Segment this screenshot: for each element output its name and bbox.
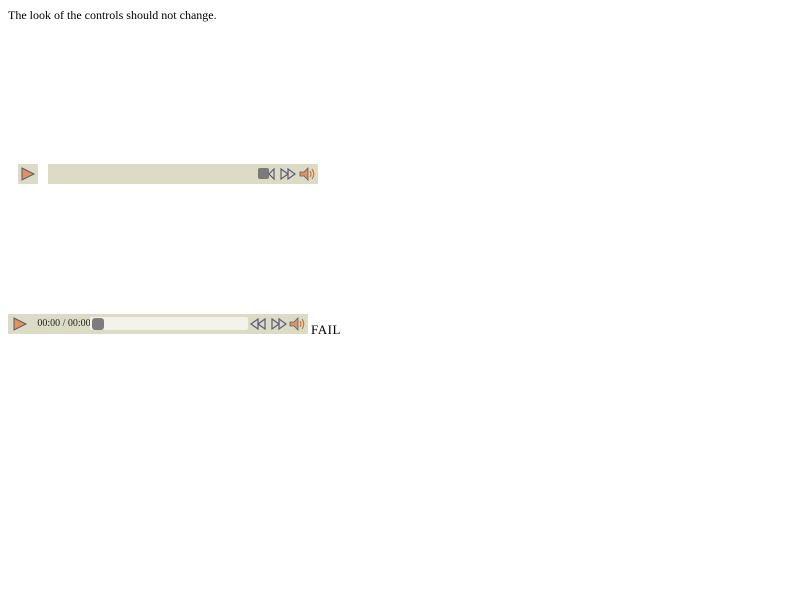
- fast-forward-icon[interactable]: [278, 164, 298, 184]
- play-icon[interactable]: [10, 314, 30, 334]
- detached-play-button[interactable]: [18, 164, 38, 184]
- camera-icon[interactable]: [256, 164, 276, 184]
- time-display: 00:00 / 00:00: [37, 318, 91, 329]
- timeline-thumb[interactable]: [92, 318, 104, 330]
- test-result: FAIL: [311, 322, 341, 337]
- play-icon: [21, 167, 36, 181]
- timeline-track[interactable]: [90, 317, 248, 330]
- rewind-icon[interactable]: [248, 314, 268, 334]
- speaker-icon[interactable]: [288, 314, 308, 334]
- fast-forward-icon[interactable]: [269, 314, 289, 334]
- detached-controls-strip: [48, 164, 318, 184]
- speaker-icon[interactable]: [298, 164, 318, 184]
- media-controller: 00:00 / 00:00: [8, 314, 308, 334]
- instruction-text: The look of the controls should not chan…: [8, 8, 217, 22]
